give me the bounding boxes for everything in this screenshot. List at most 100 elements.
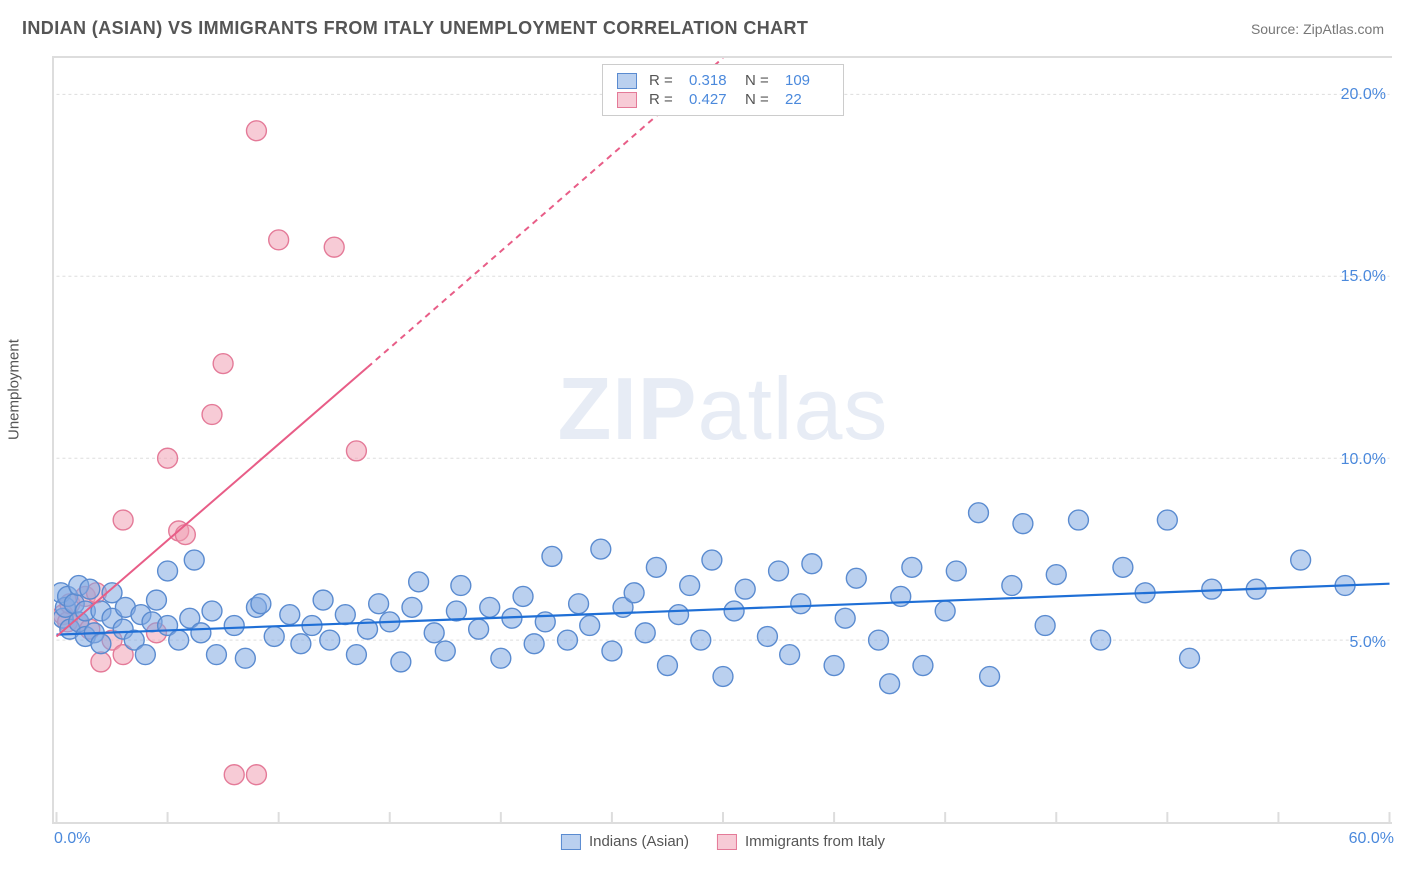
data-point	[169, 630, 189, 650]
data-point	[202, 405, 222, 425]
data-point	[424, 623, 444, 643]
data-point	[646, 557, 666, 577]
data-point	[824, 656, 844, 676]
data-point	[213, 354, 233, 374]
data-point	[713, 667, 733, 687]
data-point	[175, 525, 195, 545]
data-point	[402, 597, 422, 617]
data-point	[324, 237, 344, 257]
data-point	[902, 557, 922, 577]
data-point	[480, 597, 500, 617]
plot-area: ZIPatlas R =0.318N =109R =0.427N =22 Ind…	[52, 56, 1392, 824]
y-tick-label: 5.0%	[1350, 634, 1390, 652]
legend-label: Immigrants from Italy	[745, 833, 885, 850]
x-tick-label: 60.0%	[1349, 830, 1394, 848]
r-value: 0.318	[689, 72, 733, 89]
data-point	[880, 674, 900, 694]
x-tick-label: 0.0%	[54, 830, 90, 848]
data-point	[1113, 557, 1133, 577]
n-value: 22	[785, 91, 829, 108]
data-point	[158, 561, 178, 581]
data-point	[980, 667, 1000, 687]
data-point	[1091, 630, 1111, 650]
n-label: N =	[745, 91, 773, 108]
legend-stats: R = 0.318 N = 109R = 0.427 N = 22	[602, 64, 844, 116]
data-point	[569, 594, 589, 614]
data-point	[269, 230, 289, 250]
data-point	[491, 648, 511, 668]
data-point	[869, 630, 889, 650]
header: INDIAN (ASIAN) VS IMMIGRANTS FROM ITALY …	[22, 18, 1384, 39]
data-point	[1180, 648, 1200, 668]
data-point	[346, 645, 366, 665]
data-point	[591, 539, 611, 559]
data-point	[658, 656, 678, 676]
data-point	[369, 594, 389, 614]
y-tick-label: 10.0%	[1341, 451, 1390, 469]
chart-title: INDIAN (ASIAN) VS IMMIGRANTS FROM ITALY …	[22, 18, 808, 39]
data-point	[335, 605, 355, 625]
data-point	[320, 630, 340, 650]
r-label: R =	[649, 91, 677, 108]
legend-swatch	[717, 834, 737, 850]
data-point	[680, 576, 700, 596]
data-point	[235, 648, 255, 668]
scatter-chart-svg	[54, 58, 1392, 822]
r-value: 0.427	[689, 91, 733, 108]
data-point	[191, 623, 211, 643]
data-point	[1035, 616, 1055, 636]
data-point	[313, 590, 333, 610]
data-point	[1013, 514, 1033, 534]
data-point	[91, 652, 111, 672]
data-point	[147, 590, 167, 610]
data-point	[724, 601, 744, 621]
data-point	[624, 583, 644, 603]
data-point	[969, 503, 989, 523]
data-point	[251, 594, 271, 614]
data-point	[435, 641, 455, 661]
data-point	[580, 616, 600, 636]
data-point	[735, 579, 755, 599]
data-point	[224, 616, 244, 636]
data-point	[391, 652, 411, 672]
data-point	[1291, 550, 1311, 570]
data-point	[846, 568, 866, 588]
data-point	[451, 576, 471, 596]
data-point	[1069, 510, 1089, 530]
data-point	[80, 579, 100, 599]
data-point	[246, 765, 266, 785]
data-point	[291, 634, 311, 654]
data-point	[113, 510, 133, 530]
data-point	[469, 619, 489, 639]
data-point	[202, 601, 222, 621]
legend-label: Indians (Asian)	[589, 833, 689, 850]
n-value: 109	[785, 72, 829, 89]
data-point	[264, 627, 284, 647]
legend-stats-row: R =0.318N =109	[617, 71, 829, 90]
n-label: N =	[745, 72, 773, 89]
legend-series: Indians (Asian) Immigrants from Italy	[561, 833, 885, 850]
data-point	[935, 601, 955, 621]
data-point	[280, 605, 300, 625]
data-point	[409, 572, 429, 592]
data-point	[1002, 576, 1022, 596]
data-point	[757, 627, 777, 647]
data-point	[158, 448, 178, 468]
data-point	[702, 550, 722, 570]
legend-swatch	[617, 73, 637, 89]
y-tick-label: 15.0%	[1341, 268, 1390, 286]
data-point	[791, 594, 811, 614]
legend-stats-row: R = 0.427 N = 22	[617, 90, 829, 109]
legend-item: Indians (Asian)	[561, 833, 689, 850]
data-point	[524, 634, 544, 654]
data-point	[802, 554, 822, 574]
data-point	[224, 765, 244, 785]
data-point	[246, 121, 266, 141]
data-point	[835, 608, 855, 628]
source-label: Source: ZipAtlas.com	[1251, 21, 1384, 37]
data-point	[780, 645, 800, 665]
legend-swatch	[617, 92, 637, 108]
data-point	[691, 630, 711, 650]
data-point	[207, 645, 227, 665]
data-point	[1046, 565, 1066, 585]
